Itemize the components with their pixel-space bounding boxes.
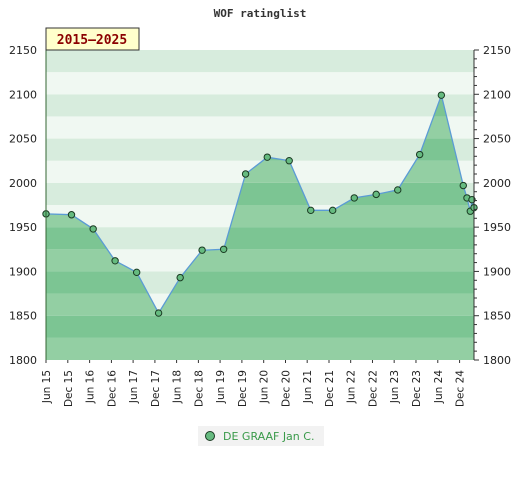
x-tick-label: Jun 22 [346,370,358,404]
data-point [437,91,446,99]
data-point [241,170,250,178]
data-point [459,181,467,190]
y-tick-label-left: 1900 [9,265,37,278]
y-tick-label-right: 2100 [483,88,511,101]
data-point [415,150,424,159]
data-point [154,309,163,317]
x-axis: Jun 15 Dec 15 Jun 16 Dec 16 Jun 17 Dec 17 Jun … [41,360,467,407]
y-tick-label-right: 1900 [483,265,511,278]
x-tick-label: Jun 18 [172,370,184,404]
y-tick-label-left: 1850 [9,310,37,323]
data-point [372,190,380,199]
x-tick-label: Dec 15 [63,370,75,407]
year-range-text: 2015–2025 [57,33,127,48]
x-tick-label: Jun 20 [259,370,271,404]
data-point [307,206,315,215]
legend[interactable]: DE GRAAF Jan C. [198,426,324,446]
chart-title: WOF ratinglist [214,7,307,20]
x-tick-label: Jun 16 [85,370,97,404]
data-point [219,245,228,253]
data-point [111,257,119,265]
legend-label: DE GRAAF Jan C. [223,429,315,443]
series-line [42,91,478,317]
data-point [328,206,337,215]
x-tick-label: Jun 24 [433,370,445,404]
y-tick-label-right: 1800 [483,354,511,367]
data-point [350,194,358,202]
x-tick-label: Jun 19 [215,370,227,404]
y-tick-label-left: 2000 [9,177,37,190]
year-range-badge: 2015–2025 [45,27,140,51]
data-point [394,186,402,194]
x-tick-label: Jun 23 [389,370,401,404]
data-point [198,246,206,254]
y-tick-label-right: 2050 [483,133,511,146]
x-tick-label: Dec 23 [411,370,423,407]
y-tick-label-left: 1950 [9,221,37,234]
legend-marker-icon [205,431,215,441]
background-band [46,94,474,117]
area-band [46,337,474,360]
x-tick-label: Dec 18 [193,370,205,407]
data-point [89,225,97,233]
x-tick-label: Dec 24 [455,370,467,407]
data-point [176,273,184,282]
y-tick-label-left: 2050 [9,133,37,146]
x-tick-label: Dec 21 [324,370,336,407]
y-tick-label-right: 2150 [483,44,511,57]
area-band [46,271,474,294]
area-band [46,293,474,316]
x-tick-label: Dec 17 [150,370,162,407]
data-point [67,211,76,219]
y-tick-label-right: 1950 [483,221,511,234]
y-tick-label-left: 2100 [9,88,37,101]
data-point [132,268,141,277]
y-tick-label-right: 2000 [483,177,511,190]
background-band [46,138,474,161]
x-tick-label: Dec 20 [281,370,293,407]
x-tick-label: Jun 21 [302,370,314,404]
x-tick-label: Dec 16 [106,370,118,407]
background-band [46,50,474,73]
data-point [263,153,271,161]
x-tick-label: Dec 19 [237,370,249,407]
data-point [285,157,293,165]
y-axis-left: 1800 1850 1900 1950 2000 2050 2100 2150 [9,44,47,367]
background-band [46,116,474,139]
x-tick-label: Jun 17 [128,370,140,404]
y-tick-label-left: 1800 [9,354,37,367]
background-band [46,72,474,95]
x-tick-label: Dec 22 [368,370,380,407]
area-band [46,315,474,338]
y-tick-label-right: 1850 [483,310,511,323]
x-tick-label: Jun 15 [41,370,53,404]
y-axis-right: 1800 1850 1900 1950 2000 2050 2100 2150 [473,44,511,367]
y-tick-label-left: 2150 [9,44,37,57]
